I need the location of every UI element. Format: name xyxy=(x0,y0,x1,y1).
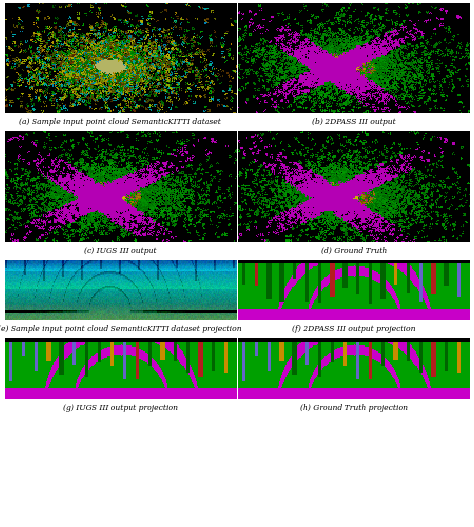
Text: (g) IUGS III output projection: (g) IUGS III output projection xyxy=(63,404,178,412)
Text: (e) Sample input point cloud SemanticKITTI dataset projection: (e) Sample input point cloud SemanticKIT… xyxy=(0,325,242,333)
Text: (d) Ground Truth: (d) Ground Truth xyxy=(320,247,387,255)
Text: (f) 2DPASS III output projection: (f) 2DPASS III output projection xyxy=(292,325,416,333)
Text: (c) IUGS III output: (c) IUGS III output xyxy=(84,247,156,255)
Text: (h) Ground Truth projection: (h) Ground Truth projection xyxy=(300,404,408,412)
Text: (a) Sample input point cloud SemanticKITTI dataset: (a) Sample input point cloud SemanticKIT… xyxy=(19,118,221,126)
Text: (b) 2DPASS III output: (b) 2DPASS III output xyxy=(312,118,396,126)
